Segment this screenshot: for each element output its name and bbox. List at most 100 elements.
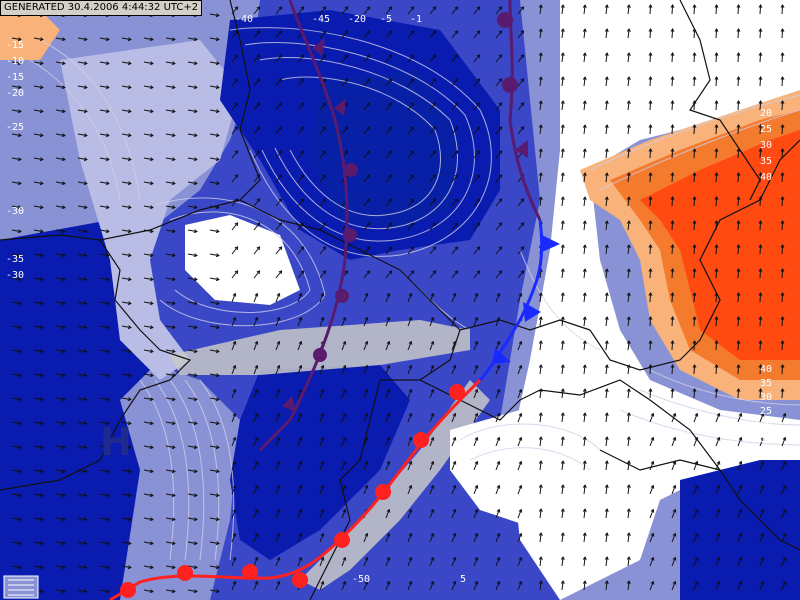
wind-arrowhead bbox=[714, 4, 719, 8]
wind-arrowhead bbox=[582, 532, 587, 537]
isoline-label: 20 bbox=[760, 108, 772, 119]
wind-arrow bbox=[671, 557, 676, 567]
wind-arrow bbox=[495, 341, 500, 351]
wind-arrow bbox=[385, 341, 390, 351]
wind-arrow bbox=[187, 421, 197, 425]
wind-arrow bbox=[99, 517, 109, 521]
wind-arrow bbox=[407, 581, 412, 591]
wind-arrow bbox=[385, 246, 392, 255]
isoline-label: -25 bbox=[6, 122, 24, 133]
wind-arrow bbox=[517, 581, 522, 591]
wind-arrow bbox=[209, 157, 219, 161]
wind-arrowhead bbox=[518, 292, 523, 297]
wind-arrow bbox=[583, 77, 586, 87]
wind-arrowhead bbox=[215, 277, 220, 282]
wind-arrow bbox=[77, 445, 87, 449]
wind-arrow bbox=[605, 221, 608, 231]
wind-arrowhead bbox=[758, 4, 763, 8]
wind-arrow bbox=[539, 29, 542, 39]
wind-arrow bbox=[385, 293, 390, 303]
wind-arrow bbox=[33, 565, 43, 569]
wind-arrow bbox=[561, 269, 564, 279]
wind-arrowhead bbox=[474, 484, 479, 489]
isoline-label: 10 bbox=[570, 574, 582, 585]
wind-arrow bbox=[55, 517, 65, 521]
wind-arrowhead bbox=[408, 364, 413, 369]
wind-arrow bbox=[561, 557, 564, 567]
wind-arrowhead bbox=[276, 388, 281, 393]
wind-arrowhead bbox=[39, 589, 44, 594]
wind-arrowhead bbox=[538, 124, 543, 129]
wind-arrow bbox=[517, 293, 522, 303]
wind-arrow bbox=[407, 78, 414, 87]
wind-arrow bbox=[121, 373, 131, 377]
wind-arrow bbox=[165, 85, 175, 89]
wind-arrowhead bbox=[298, 388, 303, 393]
wind-arrow bbox=[517, 389, 522, 399]
wind-arrow bbox=[781, 196, 784, 207]
wind-arrowhead bbox=[105, 373, 110, 378]
wind-arrow bbox=[33, 325, 43, 329]
wind-arrow bbox=[451, 413, 456, 423]
wind-arrowhead bbox=[410, 174, 415, 178]
wind-arrowhead bbox=[604, 580, 609, 585]
wind-arrow bbox=[319, 461, 324, 471]
wind-arrowhead bbox=[498, 54, 503, 58]
wind-arrow bbox=[715, 316, 718, 327]
wind-arrow bbox=[165, 445, 175, 449]
wind-arrowhead bbox=[538, 148, 543, 153]
wind-arrow bbox=[55, 181, 65, 185]
wind-arrow bbox=[539, 149, 542, 159]
pale-field-left bbox=[60, 40, 240, 380]
wind-arrowhead bbox=[560, 52, 565, 57]
wind-arrow bbox=[715, 581, 720, 591]
wind-arrowhead bbox=[410, 222, 415, 226]
wind-arrow bbox=[319, 533, 324, 543]
wind-arrow bbox=[451, 54, 458, 63]
wind-arrow bbox=[583, 101, 586, 111]
wind-arrowhead bbox=[780, 364, 785, 368]
wind-arrow bbox=[99, 133, 109, 137]
wind-arrowhead bbox=[388, 174, 393, 178]
wind-arrow bbox=[517, 437, 522, 447]
wind-arrowhead bbox=[582, 388, 587, 393]
wind-arrowhead bbox=[648, 196, 653, 200]
wind-arrow bbox=[99, 301, 109, 305]
wind-arrow bbox=[11, 349, 21, 353]
wind-arrow bbox=[99, 373, 109, 377]
wind-arrow bbox=[759, 340, 762, 351]
isoline-label: 25 bbox=[760, 124, 772, 135]
wind-arrow bbox=[143, 205, 153, 209]
wind-arrowhead bbox=[83, 205, 88, 210]
wind-arrowhead bbox=[149, 109, 154, 114]
wind-arrowhead bbox=[560, 244, 565, 249]
wind-arrowhead bbox=[538, 28, 543, 33]
wind-arrowhead bbox=[342, 484, 347, 489]
wind-arrowhead bbox=[17, 157, 22, 162]
wind-arrowhead bbox=[518, 580, 523, 585]
wind-arrowhead bbox=[430, 484, 435, 489]
wind-arrowhead bbox=[452, 484, 457, 489]
wind-arrowhead bbox=[17, 133, 22, 138]
wind-arrowhead bbox=[582, 508, 587, 513]
wind-arrowhead bbox=[780, 124, 785, 128]
isoline-label: -15 bbox=[6, 72, 24, 83]
wind-arrowhead bbox=[604, 556, 609, 561]
wind-arrowhead bbox=[39, 133, 44, 138]
wind-arrowhead bbox=[474, 388, 479, 393]
wind-arrow bbox=[11, 493, 21, 497]
wind-arrowhead bbox=[83, 109, 88, 114]
wind-arrowhead bbox=[17, 445, 22, 450]
wind-arrowhead bbox=[648, 4, 653, 8]
wind-arrow bbox=[253, 293, 258, 303]
wind-arrow bbox=[671, 52, 674, 63]
wind-arrow bbox=[55, 37, 65, 41]
wind-arrow bbox=[561, 461, 564, 471]
wind-arrowhead bbox=[538, 52, 543, 57]
wind-arrow bbox=[605, 149, 608, 159]
wind-arrowhead bbox=[149, 589, 154, 594]
wind-arrowhead bbox=[518, 412, 523, 417]
wind-arrow bbox=[737, 196, 740, 207]
wind-arrowhead bbox=[626, 196, 631, 201]
